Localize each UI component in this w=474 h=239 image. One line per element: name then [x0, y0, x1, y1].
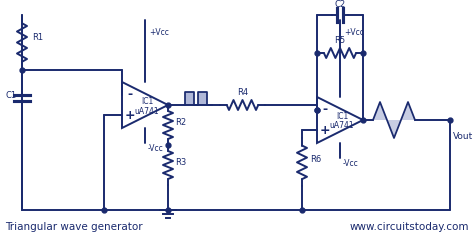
Text: R6: R6: [310, 155, 321, 164]
Text: -Vcc: -Vcc: [343, 159, 359, 168]
Text: IC1: IC1: [141, 97, 153, 105]
Polygon shape: [401, 102, 415, 120]
Text: +: +: [125, 109, 135, 122]
Text: R2: R2: [175, 118, 186, 127]
Text: R5: R5: [335, 36, 346, 45]
Text: uA741: uA741: [330, 121, 354, 130]
Polygon shape: [373, 102, 387, 120]
Text: R3: R3: [175, 158, 186, 167]
Text: -: -: [128, 88, 133, 101]
Text: R4: R4: [237, 88, 248, 97]
Bar: [199, 92, 208, 105]
Text: -Vcc: -Vcc: [148, 144, 164, 153]
Text: C1: C1: [6, 91, 17, 100]
Bar: [185, 92, 194, 105]
Text: uA741: uA741: [135, 107, 159, 115]
Text: +Vcc: +Vcc: [344, 28, 364, 37]
Text: Triangular wave generator: Triangular wave generator: [5, 222, 143, 232]
Text: -: -: [322, 103, 328, 116]
Polygon shape: [387, 120, 401, 138]
Text: +: +: [319, 124, 330, 137]
Text: IC1: IC1: [336, 112, 348, 120]
Text: +Vcc: +Vcc: [149, 28, 169, 37]
Text: Vout: Vout: [453, 132, 473, 141]
Text: R1: R1: [32, 33, 43, 42]
Text: www.circuitstoday.com: www.circuitstoday.com: [349, 222, 469, 232]
Text: C2: C2: [335, 0, 346, 9]
